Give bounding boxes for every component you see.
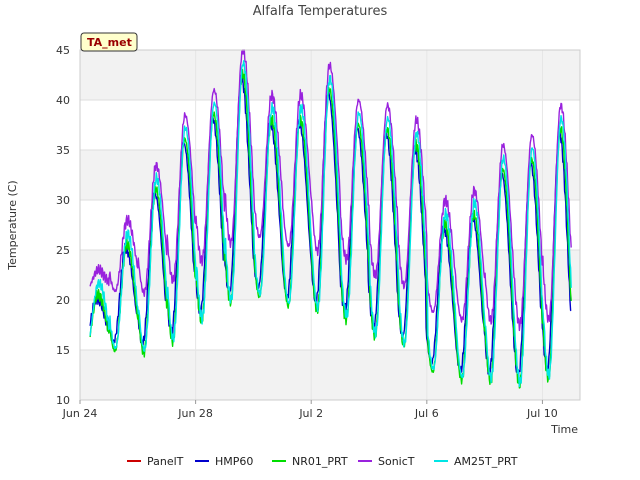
series-line-sonict	[89, 49, 572, 332]
ta-met-badge-text: TA_met	[87, 36, 132, 49]
ta-met-badge-box	[80, 32, 138, 52]
y-tick-label: 30	[56, 194, 70, 207]
series-line-am25t-prt	[89, 60, 572, 388]
axes	[79, 49, 581, 401]
plot-band	[80, 250, 580, 300]
x-axis-label: Time	[550, 423, 578, 436]
y-tick-label: 15	[56, 344, 70, 357]
x-tick-label: Jul 6	[414, 407, 439, 420]
legend-label-panelt: PanelT	[147, 455, 184, 468]
legend-label-hmp60: HMP60	[215, 455, 253, 468]
y-tick-label: 45	[56, 44, 70, 57]
legend: PanelT HMP60 NR01_PRT SonicT AM25T_PRT	[127, 455, 518, 468]
plot-band	[80, 100, 580, 150]
y-axis-ticks: 10 15 20 25 30 35 40 45	[56, 44, 70, 407]
y-tick-label: 10	[56, 394, 70, 407]
y-tick-label: 25	[56, 244, 70, 257]
legend-label-sonict: SonicT	[378, 455, 415, 468]
plot-band	[80, 200, 580, 250]
y-tick-label: 35	[56, 144, 70, 157]
legend-label-nr01-prt: NR01_PRT	[292, 455, 348, 468]
x-tick-label: Jul 2	[298, 407, 323, 420]
x-axis-ticks: Jun 24 Jun 28 Jul 2 Jul 6 Jul 10	[62, 400, 558, 420]
plot-band	[80, 350, 580, 400]
plot-band	[80, 300, 580, 350]
y-tick-label: 40	[56, 94, 70, 107]
x-tick-label: Jul 10	[526, 407, 558, 420]
legend-label-am25t-prt: AM25T_PRT	[454, 455, 518, 468]
chart-title: Alfalfa Temperatures	[253, 4, 388, 19]
series-lines	[89, 49, 572, 389]
ta-met-badge: TA_met	[80, 32, 138, 52]
x-tick-label: Jun 24	[62, 407, 98, 420]
y-axis-label: Temperature (C)	[6, 180, 19, 270]
y-tick-label: 20	[56, 294, 70, 307]
plot-frame	[79, 49, 581, 401]
plot-band	[80, 150, 580, 200]
x-tick-label: Jun 28	[177, 407, 213, 420]
